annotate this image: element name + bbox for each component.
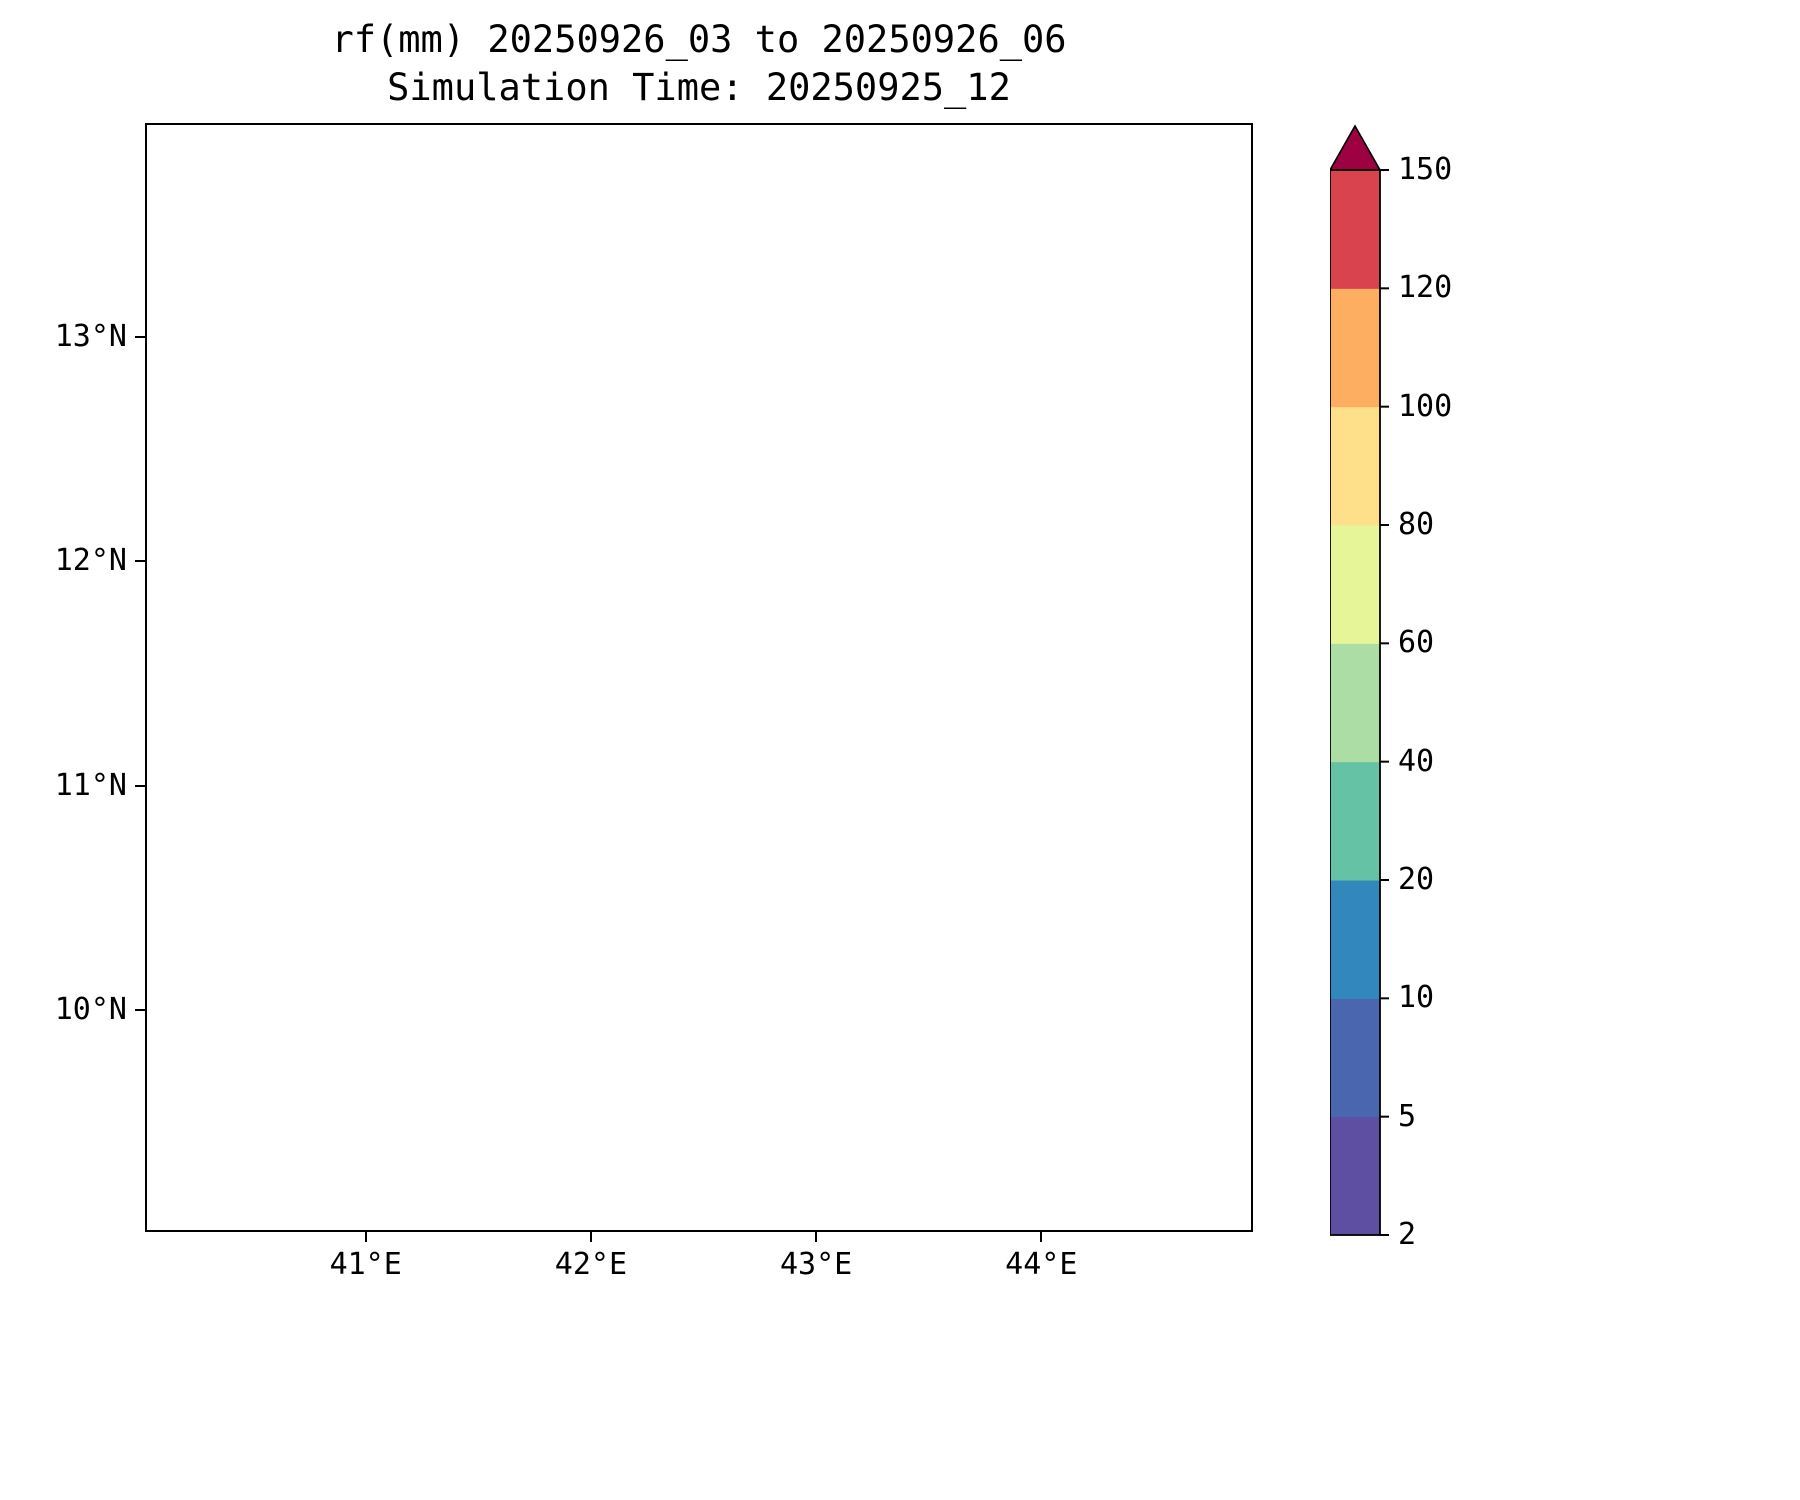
plot-border xyxy=(145,123,1253,1232)
x-tickmark xyxy=(589,1232,592,1242)
colorbar-band xyxy=(1330,643,1380,763)
colorbar xyxy=(1330,124,1389,1236)
colorbar-band xyxy=(1330,288,1380,408)
colorbar-outline xyxy=(1330,169,1381,1236)
figure-title: rf(mm) 20250926_03 to 20250926_06 xyxy=(331,18,1067,61)
x-tickmark xyxy=(815,1232,818,1242)
y-tick-label: 10°N xyxy=(54,991,127,1027)
x-tickmark xyxy=(1040,1232,1043,1242)
colorbar-band xyxy=(1330,1116,1380,1236)
colorbar-band xyxy=(1330,880,1380,999)
y-tickmark xyxy=(135,1008,145,1011)
colorbar-band xyxy=(1330,761,1380,881)
y-tickmark xyxy=(135,784,145,787)
y-tick-label: 13°N xyxy=(54,318,127,354)
colorbar-over-arrow xyxy=(1330,124,1382,171)
x-tick-label: 43°E xyxy=(779,1247,853,1282)
x-tick-label: 41°E xyxy=(329,1247,402,1282)
colorbar-band xyxy=(1330,170,1380,289)
x-tickmark xyxy=(364,1232,367,1242)
figure-subtitle: Simulation Time: 20250925_12 xyxy=(387,66,1011,109)
x-tick-label: 44°E xyxy=(1005,1247,1078,1282)
colorbar-band xyxy=(1330,406,1380,526)
y-tick-label: 11°N xyxy=(54,767,127,803)
y-tickmark xyxy=(135,335,145,338)
y-tickmark xyxy=(135,560,145,563)
x-tick-label: 42°E xyxy=(554,1247,628,1282)
y-tick-label: 12°N xyxy=(54,543,127,579)
colorbar-band xyxy=(1330,525,1380,644)
colorbar-band xyxy=(1330,998,1380,1118)
